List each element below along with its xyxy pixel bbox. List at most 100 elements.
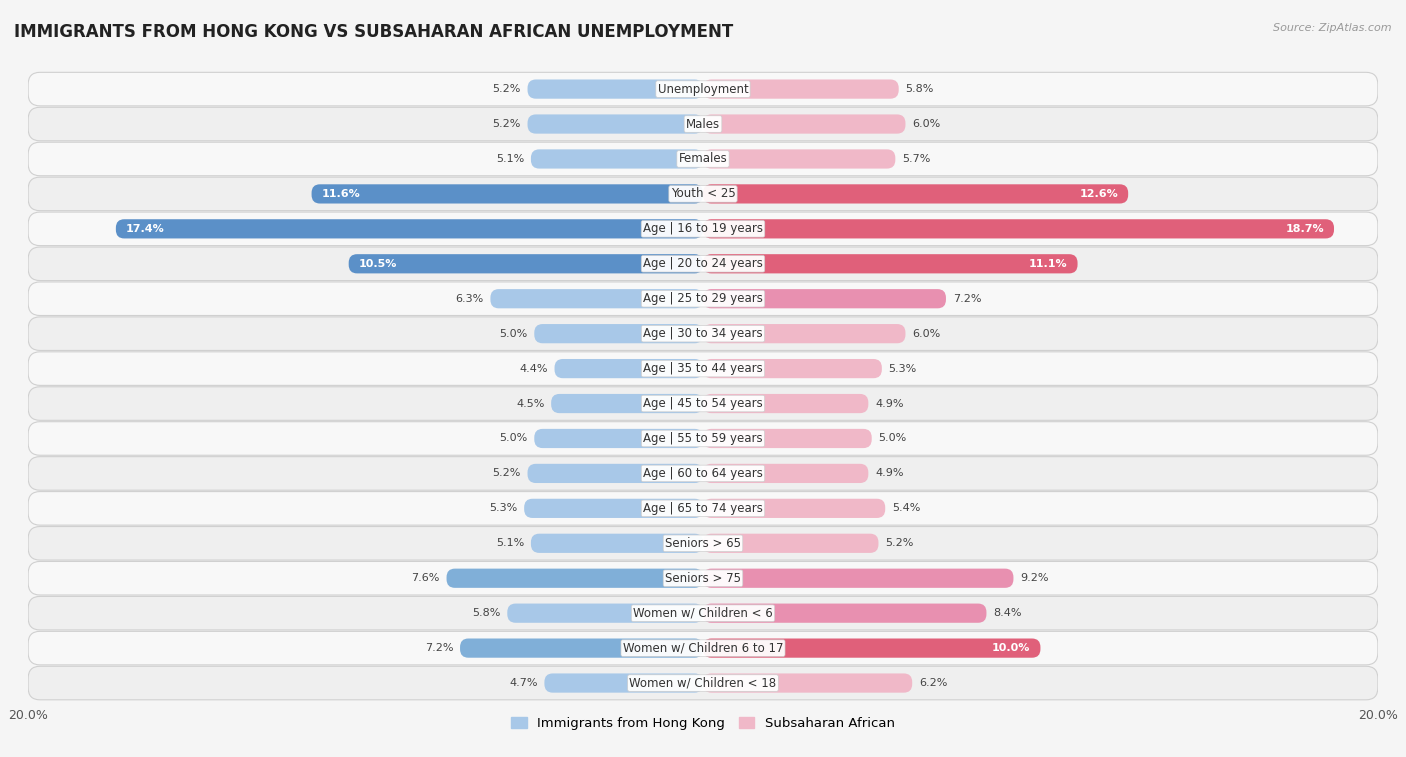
FancyBboxPatch shape: [115, 220, 703, 238]
FancyBboxPatch shape: [28, 142, 1378, 176]
Text: 6.2%: 6.2%: [920, 678, 948, 688]
FancyBboxPatch shape: [544, 674, 703, 693]
Text: 5.0%: 5.0%: [499, 329, 527, 338]
Text: 7.6%: 7.6%: [412, 573, 440, 583]
Text: 6.0%: 6.0%: [912, 119, 941, 129]
FancyBboxPatch shape: [28, 597, 1378, 630]
Text: 5.1%: 5.1%: [496, 538, 524, 548]
FancyBboxPatch shape: [460, 638, 703, 658]
Text: 7.2%: 7.2%: [425, 643, 453, 653]
Text: 5.3%: 5.3%: [489, 503, 517, 513]
Text: Seniors > 65: Seniors > 65: [665, 537, 741, 550]
Text: Age | 25 to 29 years: Age | 25 to 29 years: [643, 292, 763, 305]
Text: 4.5%: 4.5%: [516, 398, 544, 409]
FancyBboxPatch shape: [703, 324, 905, 343]
Text: Males: Males: [686, 117, 720, 130]
FancyBboxPatch shape: [527, 464, 703, 483]
FancyBboxPatch shape: [703, 534, 879, 553]
FancyBboxPatch shape: [527, 79, 703, 98]
Text: 5.4%: 5.4%: [891, 503, 921, 513]
FancyBboxPatch shape: [28, 422, 1378, 455]
FancyBboxPatch shape: [524, 499, 703, 518]
Text: 12.6%: 12.6%: [1080, 189, 1118, 199]
FancyBboxPatch shape: [527, 114, 703, 134]
Text: 5.8%: 5.8%: [905, 84, 934, 94]
Text: 5.2%: 5.2%: [492, 119, 520, 129]
Text: 4.7%: 4.7%: [509, 678, 537, 688]
FancyBboxPatch shape: [28, 527, 1378, 560]
FancyBboxPatch shape: [28, 491, 1378, 525]
FancyBboxPatch shape: [703, 674, 912, 693]
Text: Age | 16 to 19 years: Age | 16 to 19 years: [643, 223, 763, 235]
Text: 5.8%: 5.8%: [472, 608, 501, 618]
FancyBboxPatch shape: [703, 499, 886, 518]
FancyBboxPatch shape: [28, 282, 1378, 316]
Text: IMMIGRANTS FROM HONG KONG VS SUBSAHARAN AFRICAN UNEMPLOYMENT: IMMIGRANTS FROM HONG KONG VS SUBSAHARAN …: [14, 23, 734, 41]
Text: 6.0%: 6.0%: [912, 329, 941, 338]
FancyBboxPatch shape: [491, 289, 703, 308]
Text: 9.2%: 9.2%: [1021, 573, 1049, 583]
Text: 11.6%: 11.6%: [322, 189, 360, 199]
Text: 17.4%: 17.4%: [127, 224, 165, 234]
Text: 5.2%: 5.2%: [492, 469, 520, 478]
Text: 8.4%: 8.4%: [993, 608, 1022, 618]
FancyBboxPatch shape: [28, 73, 1378, 106]
FancyBboxPatch shape: [703, 603, 987, 623]
FancyBboxPatch shape: [551, 394, 703, 413]
FancyBboxPatch shape: [28, 352, 1378, 385]
Text: 4.9%: 4.9%: [875, 398, 904, 409]
Text: Age | 60 to 64 years: Age | 60 to 64 years: [643, 467, 763, 480]
FancyBboxPatch shape: [28, 212, 1378, 245]
FancyBboxPatch shape: [703, 220, 1334, 238]
Text: 5.7%: 5.7%: [903, 154, 931, 164]
Text: 5.1%: 5.1%: [496, 154, 524, 164]
Text: Unemployment: Unemployment: [658, 83, 748, 95]
Text: 11.1%: 11.1%: [1029, 259, 1067, 269]
Text: Women w/ Children < 6: Women w/ Children < 6: [633, 606, 773, 620]
Text: 4.9%: 4.9%: [875, 469, 904, 478]
Text: 6.3%: 6.3%: [456, 294, 484, 304]
FancyBboxPatch shape: [531, 149, 703, 169]
Text: 5.3%: 5.3%: [889, 363, 917, 374]
Text: 7.2%: 7.2%: [953, 294, 981, 304]
Text: Seniors > 75: Seniors > 75: [665, 572, 741, 584]
Text: 5.0%: 5.0%: [499, 434, 527, 444]
FancyBboxPatch shape: [28, 456, 1378, 491]
FancyBboxPatch shape: [703, 184, 1128, 204]
FancyBboxPatch shape: [28, 177, 1378, 210]
FancyBboxPatch shape: [28, 666, 1378, 699]
FancyBboxPatch shape: [28, 317, 1378, 350]
FancyBboxPatch shape: [703, 638, 1040, 658]
FancyBboxPatch shape: [703, 359, 882, 378]
Text: Age | 20 to 24 years: Age | 20 to 24 years: [643, 257, 763, 270]
FancyBboxPatch shape: [703, 464, 869, 483]
FancyBboxPatch shape: [28, 562, 1378, 595]
FancyBboxPatch shape: [703, 289, 946, 308]
FancyBboxPatch shape: [447, 569, 703, 588]
FancyBboxPatch shape: [28, 107, 1378, 141]
FancyBboxPatch shape: [349, 254, 703, 273]
Text: Women w/ Children < 18: Women w/ Children < 18: [630, 677, 776, 690]
Text: 5.0%: 5.0%: [879, 434, 907, 444]
FancyBboxPatch shape: [531, 534, 703, 553]
FancyBboxPatch shape: [28, 387, 1378, 420]
FancyBboxPatch shape: [703, 114, 905, 134]
Text: 4.4%: 4.4%: [519, 363, 548, 374]
Text: Females: Females: [679, 152, 727, 166]
FancyBboxPatch shape: [703, 394, 869, 413]
Text: Youth < 25: Youth < 25: [671, 188, 735, 201]
Text: Age | 65 to 74 years: Age | 65 to 74 years: [643, 502, 763, 515]
FancyBboxPatch shape: [508, 603, 703, 623]
FancyBboxPatch shape: [312, 184, 703, 204]
FancyBboxPatch shape: [534, 324, 703, 343]
Text: Age | 45 to 54 years: Age | 45 to 54 years: [643, 397, 763, 410]
FancyBboxPatch shape: [703, 79, 898, 98]
Text: 18.7%: 18.7%: [1285, 224, 1324, 234]
FancyBboxPatch shape: [703, 429, 872, 448]
FancyBboxPatch shape: [703, 254, 1077, 273]
Text: Age | 30 to 34 years: Age | 30 to 34 years: [643, 327, 763, 340]
FancyBboxPatch shape: [554, 359, 703, 378]
Text: Age | 35 to 44 years: Age | 35 to 44 years: [643, 362, 763, 375]
Text: 10.5%: 10.5%: [359, 259, 396, 269]
Text: 5.2%: 5.2%: [492, 84, 520, 94]
